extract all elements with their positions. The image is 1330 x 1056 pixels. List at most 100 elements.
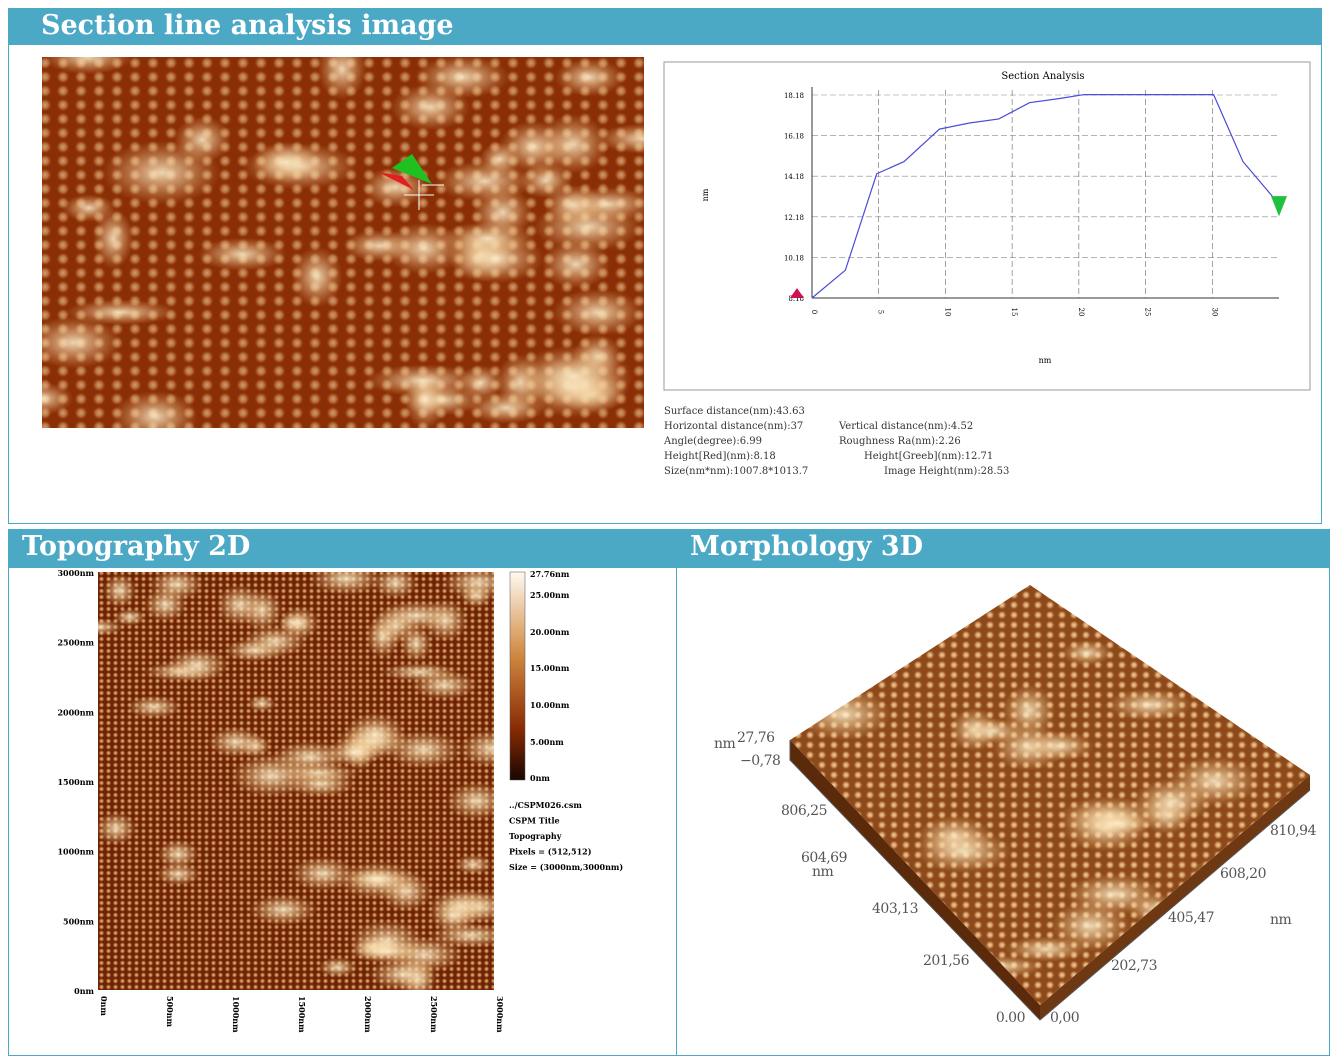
axis-label: 0.00	[996, 1010, 1025, 1026]
axis-label: 608,20	[1220, 866, 1266, 882]
y-tick-label: 16.18	[784, 133, 804, 141]
highlight	[216, 584, 263, 626]
chart-frame	[664, 62, 1310, 390]
colorbar-label: 10.00nm	[530, 700, 570, 710]
highlight	[1198, 588, 1287, 620]
axis-label: nm	[714, 736, 736, 752]
x-tick-label: 500nm	[165, 996, 175, 1028]
highlight	[113, 391, 198, 442]
highlight	[542, 240, 610, 289]
highlight	[73, 618, 123, 635]
highlight	[391, 84, 471, 130]
highlight	[1102, 576, 1186, 631]
measurement-row: Surface distance(nm):43.63	[664, 404, 1009, 419]
file-info: Pixels = (512,512)	[509, 847, 592, 857]
highlight	[446, 782, 507, 821]
highlight	[1024, 731, 1094, 761]
highlight	[345, 869, 406, 889]
highlight	[166, 648, 229, 682]
x-tick-label: 5	[877, 310, 885, 314]
x-tick-label: 0	[810, 310, 818, 314]
highlight	[538, 114, 608, 174]
y-tick-label: 1500nm	[57, 777, 94, 787]
y-tick-label: 14.18	[784, 173, 804, 181]
graphics: Section Analysisnmnm8.1810.1812.1814.181…	[0, 0, 1330, 1056]
x-tick-label: 3000nm	[495, 996, 505, 1033]
highlight	[318, 957, 357, 978]
highlight	[552, 289, 644, 336]
highlight	[1267, 653, 1330, 689]
file-info: Topography	[509, 831, 562, 841]
axis-label: 201,56	[923, 953, 970, 969]
x-tick-label: 1000nm	[231, 996, 241, 1033]
highlight	[1005, 937, 1088, 962]
x-tick-label: 10	[943, 308, 951, 317]
highlight	[454, 854, 492, 874]
highlight	[1215, 906, 1265, 947]
axis-label: 202,73	[1111, 958, 1157, 974]
highlight	[1062, 640, 1112, 665]
measurement-row: Angle(degree):6.99Roughness Ra(nm):2.26	[664, 434, 1009, 449]
highlight	[365, 615, 400, 658]
colorbar-label: 15.00nm	[530, 663, 570, 673]
axis-label: 806,25	[781, 803, 827, 819]
colorbar	[510, 572, 525, 780]
file-info: Size = (3000nm,3000nm)	[509, 862, 623, 872]
colorbar-label: 25.00nm	[530, 590, 570, 600]
highlight	[467, 392, 546, 423]
measurement: Horizontal distance(nm):37	[664, 419, 839, 434]
measurement: Size(nm*nm):1007.8*1013.7	[664, 464, 884, 479]
measurement-row: Horizontal distance(nm):37Vertical dista…	[664, 419, 1009, 434]
highlight	[248, 695, 276, 712]
x-tick-label: 1500nm	[297, 996, 307, 1033]
highlight	[149, 568, 203, 600]
highlight	[400, 625, 432, 662]
highlight	[555, 58, 624, 96]
highlight	[224, 639, 285, 662]
highlight	[317, 39, 366, 100]
highlight	[1172, 899, 1260, 954]
highlight	[1107, 689, 1192, 721]
highlight	[93, 208, 133, 269]
highlight	[325, 738, 384, 766]
measurement: Surface distance(nm):43.63	[664, 404, 805, 419]
highlight	[369, 957, 437, 991]
colorbar-label: 27.76nm	[530, 569, 570, 579]
highlight	[43, 41, 132, 74]
highlight	[763, 634, 851, 681]
highlight	[836, 590, 904, 624]
highlight	[1241, 696, 1330, 718]
measurement: Height[Greeb](nm):12.71	[864, 449, 993, 464]
highlight	[460, 584, 492, 608]
x-tick-label: 30	[1210, 308, 1218, 317]
measurements: Surface distance(nm):43.63Horizontal dis…	[664, 404, 1009, 479]
axis-label: nm	[1270, 912, 1292, 928]
axis-label: −0,78	[740, 753, 780, 769]
highlight	[796, 688, 891, 740]
highlight	[961, 718, 1024, 743]
y-tick-label: 500nm	[63, 916, 95, 926]
x-tick-label: 20	[1077, 308, 1085, 317]
highlight	[435, 161, 533, 202]
highlight	[1148, 640, 1240, 685]
highlight	[815, 922, 869, 954]
highlight	[249, 894, 318, 925]
highlight	[838, 582, 873, 632]
file-info: CSPM Title	[509, 816, 560, 826]
highlight	[10, 382, 73, 414]
axis-label: nm	[812, 864, 834, 880]
measurement: Roughness Ra(nm):2.26	[839, 434, 961, 449]
y-tick-label: 1000nm	[57, 847, 94, 857]
colorbar-label: 5.00nm	[530, 737, 564, 747]
x-tick-label: 25	[1144, 308, 1152, 317]
highlight	[1192, 631, 1286, 675]
highlight	[820, 656, 886, 684]
y-tick-label: 2000nm	[57, 707, 94, 717]
highlight	[544, 185, 603, 225]
highlight	[381, 663, 460, 681]
measurement: Image Height(nm):28.53	[884, 464, 1009, 479]
y-tick-label: 18.18	[784, 92, 804, 100]
axis-label: 403,13	[872, 901, 918, 917]
highlight	[103, 573, 136, 607]
